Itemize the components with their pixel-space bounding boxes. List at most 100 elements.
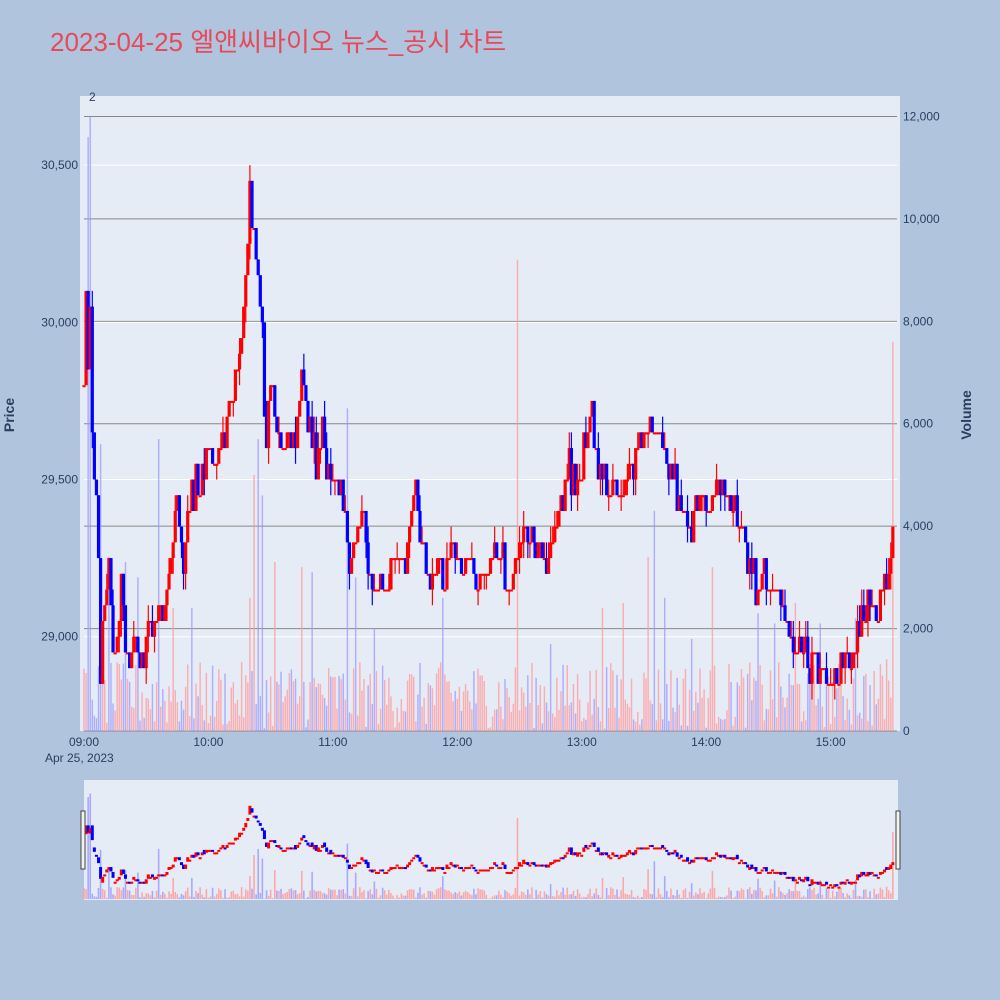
candle-body — [186, 510, 190, 543]
candle-body — [808, 668, 812, 684]
mini-candle — [165, 871, 169, 875]
mini-candle — [132, 876, 136, 880]
volume-bar — [529, 703, 531, 731]
mini-candle — [121, 869, 125, 874]
mini-candle — [298, 842, 302, 845]
mini-volume-bar — [659, 894, 662, 899]
volume-bar — [272, 725, 274, 731]
price-tick-label: 29,500 — [41, 473, 78, 487]
mini-candle — [686, 857, 690, 862]
mini-volume-bar — [877, 893, 880, 899]
volume-bar — [431, 688, 434, 731]
volume-bar — [157, 439, 160, 731]
candle-body — [461, 573, 466, 576]
mini-candle — [470, 864, 474, 867]
mini-volume-bar — [558, 895, 560, 899]
candle-body — [555, 526, 559, 529]
volume-bar — [220, 679, 222, 731]
volume-bar — [780, 686, 782, 731]
mini-volume-bar — [330, 889, 332, 899]
volume-bar — [201, 704, 203, 731]
volume-bar — [744, 727, 747, 731]
candle-body — [656, 432, 661, 435]
mini-volume-bar — [676, 889, 678, 899]
candle-body — [561, 495, 565, 511]
mini-volume-bar — [151, 890, 154, 899]
volume-bar — [294, 678, 297, 731]
volume-bar — [504, 679, 506, 731]
mini-volume-bar — [313, 889, 316, 899]
volume-bar — [189, 716, 191, 731]
candle-body — [532, 526, 536, 543]
mini-candle — [416, 854, 420, 858]
mini-volume-bar — [751, 893, 753, 899]
mini-candle — [866, 871, 870, 877]
mini-candle — [294, 844, 298, 850]
volume-bar — [435, 673, 438, 731]
volume-bar — [87, 136, 89, 731]
volume-bar — [597, 706, 600, 731]
mini-candle — [638, 847, 642, 850]
mini-volume-bar — [103, 890, 106, 899]
volume-bar — [607, 708, 610, 731]
candle-body — [223, 432, 227, 449]
volume-bar — [153, 721, 156, 731]
mini-volume-bar — [761, 891, 763, 899]
mini-volume-bar — [479, 889, 481, 899]
mini-candle — [696, 857, 700, 860]
volume-bar — [838, 664, 840, 731]
mini-candle — [200, 852, 204, 856]
mini-volume-bar — [439, 887, 442, 899]
volume-bar — [240, 661, 243, 731]
range-slider[interactable] — [80, 780, 901, 900]
volume-bar — [410, 674, 413, 731]
volume-bar — [313, 677, 315, 731]
mini-candle — [584, 844, 588, 848]
mini-candle — [549, 862, 553, 866]
volume-bar — [765, 709, 768, 731]
mini-volume-bar — [215, 893, 218, 899]
volume-bar — [284, 696, 286, 731]
candle-body — [613, 479, 617, 482]
candle-body — [370, 573, 374, 590]
mini-candle — [150, 874, 154, 878]
volume-bar — [871, 725, 873, 731]
candle-body — [94, 479, 99, 496]
mini-volume-bar — [616, 889, 618, 899]
mini-volume-bar — [792, 891, 795, 899]
volume-bar — [746, 673, 749, 731]
mini-volume-bar — [383, 890, 386, 899]
mini-candle — [296, 844, 300, 848]
mini-volume-bar — [462, 892, 465, 899]
volume-bar — [525, 706, 527, 731]
mini-candle — [530, 862, 534, 865]
mini-volume-bar — [218, 888, 220, 899]
volume-bar — [674, 712, 676, 731]
volume-bar — [614, 707, 616, 731]
range-slider-right-handle[interactable] — [895, 810, 901, 870]
volume-bar — [885, 659, 888, 731]
mini-volume-bar — [305, 898, 307, 899]
candle-body — [165, 589, 169, 606]
volume-bar — [649, 700, 651, 731]
candle-body — [592, 400, 596, 449]
volume-bar — [782, 697, 784, 731]
candle-body — [455, 558, 459, 561]
candle-body — [870, 605, 874, 608]
range-slider-left-handle[interactable] — [80, 810, 86, 870]
mini-volume-bar — [726, 895, 728, 899]
mini-candle — [103, 874, 107, 877]
candle-body — [708, 510, 712, 513]
mini-volume-bar — [661, 896, 664, 899]
mini-candle — [188, 859, 192, 862]
candle-body — [590, 400, 594, 417]
candle-body — [325, 448, 329, 480]
volume-bar — [809, 664, 811, 731]
mini-volume-bar — [578, 893, 581, 899]
mini-candle — [84, 825, 88, 835]
mini-volume-bar — [164, 893, 166, 899]
volume-bar — [840, 666, 842, 731]
mini-volume-bar — [431, 891, 434, 899]
candle-body — [770, 589, 775, 592]
